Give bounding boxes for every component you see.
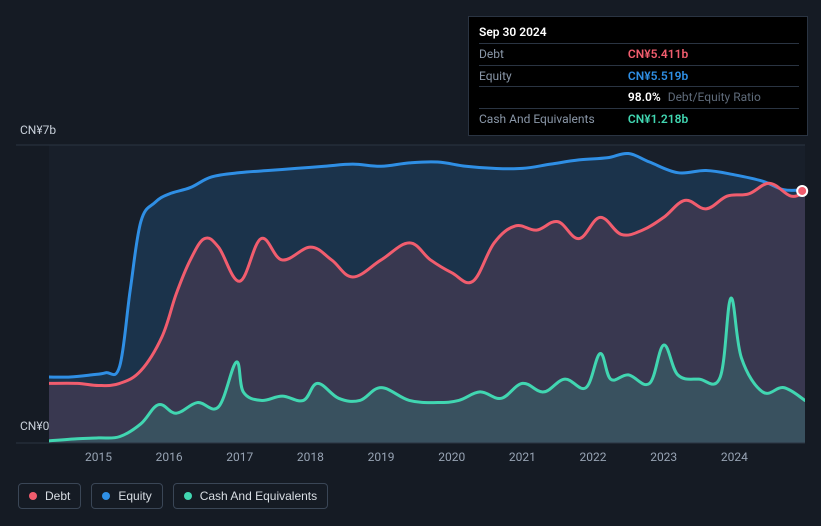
tooltip-row-label: Cash And Equivalents: [479, 108, 628, 129]
tooltip-row-value: CN¥5.519b: [628, 65, 799, 86]
legend-dot-icon: [29, 492, 37, 500]
tooltip-row: 98.0% Debt/Equity Ratio: [479, 86, 799, 107]
x-axis-tick: 2015: [85, 450, 112, 464]
data-tooltip: Sep 30 2024 DebtCN¥5.411bEquityCN¥5.519b…: [468, 16, 808, 136]
tooltip-row-label: Debt: [479, 43, 628, 64]
legend-dot-icon: [184, 492, 192, 500]
legend-label: Debt: [45, 489, 70, 503]
tooltip-row-label: [479, 86, 628, 107]
x-axis-tick: 2021: [509, 450, 536, 464]
x-axis-labels: 2015 2016 2017 2018 2019 2020 2021 2022 2023 2024: [0, 450, 821, 470]
legend-item-cash-and-equivalents[interactable]: Cash And Equivalents: [173, 483, 328, 509]
tooltip-row-value: CN¥5.411b: [628, 43, 799, 64]
legend-label: Equity: [118, 489, 151, 503]
y-axis-tick: CN¥7b: [20, 123, 56, 137]
tooltip-table: DebtCN¥5.411bEquityCN¥5.519b98.0% Debt/E…: [479, 43, 799, 129]
x-axis-tick: 2017: [226, 450, 253, 464]
legend-item-debt[interactable]: Debt: [18, 483, 81, 509]
legend-dot-icon: [102, 492, 110, 500]
tooltip-row: DebtCN¥5.411b: [479, 43, 799, 64]
tooltip-row-value: CN¥1.218b: [628, 108, 799, 129]
tooltip-row-value: 98.0% Debt/Equity Ratio: [628, 86, 799, 107]
legend-label: Cash And Equivalents: [200, 489, 317, 503]
tooltip-row-label: Equity: [479, 65, 628, 86]
tooltip-row: EquityCN¥5.519b: [479, 65, 799, 86]
x-axis-tick: 2024: [721, 450, 748, 464]
x-axis-tick: 2022: [580, 450, 607, 464]
x-axis-tick: 2016: [156, 450, 183, 464]
chart-legend: Debt Equity Cash And Equivalents: [18, 483, 328, 509]
y-axis-tick: CN¥0: [20, 419, 49, 433]
x-axis-tick: 2018: [297, 450, 324, 464]
x-axis-tick: 2023: [650, 450, 677, 464]
legend-item-equity[interactable]: Equity: [91, 483, 162, 509]
hover-marker: [797, 186, 807, 196]
tooltip-date: Sep 30 2024: [479, 23, 797, 43]
x-axis-tick: 2020: [438, 450, 465, 464]
x-axis-tick: 2019: [368, 450, 395, 464]
tooltip-row: Cash And EquivalentsCN¥1.218b: [479, 108, 799, 129]
